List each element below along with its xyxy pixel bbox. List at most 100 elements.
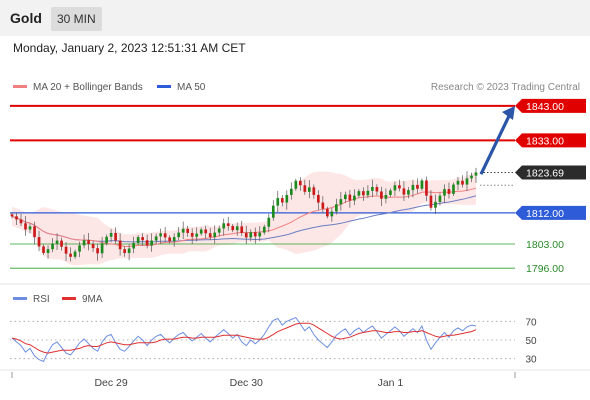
candle-body (141, 237, 144, 241)
candle-body (262, 226, 266, 233)
candle-body (474, 172, 478, 176)
candle-body (235, 226, 239, 231)
candle-body (240, 226, 244, 233)
candle-body (163, 233, 167, 238)
candle-body (344, 194, 347, 200)
candle-body (280, 198, 284, 203)
candle-body (253, 232, 257, 237)
candle-body (357, 191, 361, 196)
candle-body (60, 240, 63, 247)
candle-body (100, 243, 104, 254)
candle-body (470, 175, 473, 179)
rsi-line (11, 316, 477, 363)
current-price-label: 1823.69 (526, 168, 564, 180)
candle-body (195, 233, 199, 237)
candle-body (181, 228, 185, 233)
candle-body (335, 204, 338, 212)
candle-body (42, 246, 45, 253)
rsi-legend-swatch (62, 297, 76, 300)
candle-body (420, 180, 424, 189)
level-label: 1843.00 (526, 101, 564, 113)
candle-body (425, 180, 428, 196)
candle-body (312, 187, 316, 195)
candle-body (267, 217, 271, 227)
current-price-tag (515, 165, 586, 180)
candle-body (353, 195, 356, 201)
candle-body (222, 223, 226, 229)
candle-body (199, 229, 203, 234)
forecast-arrow-head (502, 106, 515, 120)
instrument-title: Gold (10, 10, 42, 26)
candle-body (28, 226, 32, 230)
candle-body (271, 205, 275, 218)
candle-body (82, 240, 86, 246)
candle-body (15, 216, 18, 220)
candle-body (321, 202, 325, 209)
candle-body (326, 208, 329, 217)
candle-body (375, 187, 379, 192)
candle-body (330, 211, 334, 217)
candle-body (416, 184, 419, 189)
rsi-legend-label: 9MA (82, 294, 103, 305)
candle-body (10, 214, 14, 217)
candle-body (168, 237, 172, 242)
candle-body (55, 240, 59, 244)
candle-body (208, 233, 212, 238)
candle-body (69, 253, 72, 257)
candle-body (118, 240, 122, 250)
candle-body (226, 223, 230, 227)
candle-body (96, 248, 99, 254)
candle-body (289, 188, 293, 195)
candle-body (19, 219, 23, 224)
candle-body (127, 248, 131, 253)
candle-body (123, 249, 126, 253)
research-credit: Research © 2023 Trading Central (431, 82, 580, 93)
candle-body (136, 237, 140, 243)
candle-body (231, 226, 235, 231)
candle-body (434, 201, 437, 208)
candle-body (398, 185, 401, 189)
legend-swatch (13, 85, 27, 88)
x-tick-label: Jan 1 (378, 377, 404, 389)
rsi-legend-label: RSI (33, 294, 50, 305)
candle-body (204, 229, 208, 234)
candle-body (366, 190, 370, 196)
rsi-level-label: 50 (525, 336, 537, 347)
candle-body (78, 245, 81, 252)
candle-body (362, 191, 365, 196)
rsi-level-label: 70 (525, 317, 537, 328)
candle-body (258, 232, 262, 237)
chart-datetime: Monday, January 2, 2023 12:51:31 AM CET (13, 41, 246, 55)
candle-body (411, 184, 415, 191)
candle-body (348, 194, 352, 201)
candle-body (64, 246, 68, 254)
candle-body (285, 194, 289, 203)
bollinger-band (12, 171, 476, 266)
candle-body (114, 232, 117, 241)
candle-body (393, 185, 397, 191)
level-tag (515, 205, 586, 220)
candle-body (389, 190, 392, 195)
header-bar: Gold 30 MIN (0, 0, 590, 36)
candle-body (109, 232, 113, 237)
candle-body (438, 195, 442, 202)
candle-body (465, 178, 469, 185)
timeframe-button[interactable]: 30 MIN (51, 7, 102, 31)
candle-body (244, 232, 248, 238)
rsi-legend-swatch (13, 297, 27, 300)
candle-body (177, 232, 181, 238)
candle-body (105, 236, 108, 244)
rsi-level-label: 30 (525, 355, 537, 366)
candle-body (402, 188, 406, 195)
candle-body (307, 187, 311, 192)
candle-body (46, 249, 50, 253)
candle-body (33, 226, 36, 238)
candle-body (443, 189, 446, 196)
x-tick-label: Dec 30 (230, 377, 263, 389)
candle-body (294, 180, 298, 189)
candle-body (452, 184, 455, 194)
candle-body (339, 199, 343, 205)
candle-body (172, 237, 176, 242)
candle-body (429, 195, 433, 208)
forecast-arrow-shaft (479, 115, 511, 175)
